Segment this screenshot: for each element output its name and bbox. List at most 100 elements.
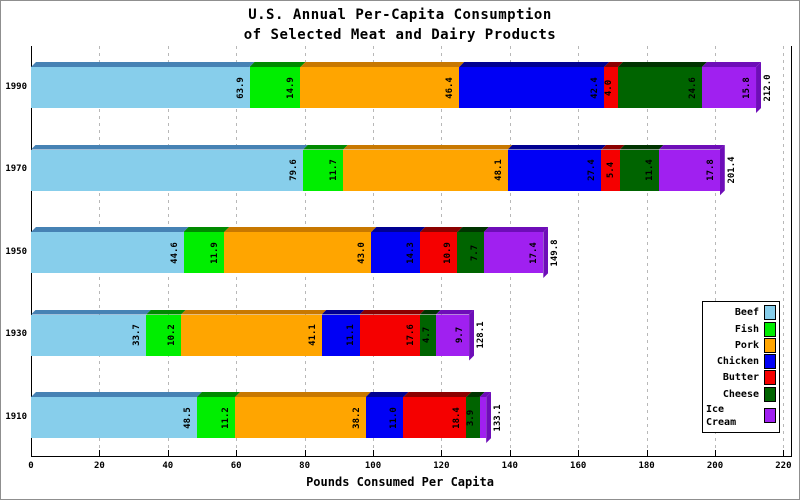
bar-segment-ice-cream bbox=[702, 67, 757, 108]
segment-value-label: 46.4 bbox=[445, 76, 456, 99]
bar-bevel-chicken bbox=[366, 392, 409, 397]
segment-value-label: 63.9 bbox=[235, 76, 246, 99]
bar-bevel-pork bbox=[235, 392, 371, 397]
segment-value-label: 3.9 bbox=[465, 409, 476, 426]
bar-segment-chicken bbox=[371, 232, 421, 273]
segment-value-label: 48.1 bbox=[493, 159, 504, 181]
x-tick-label: 0 bbox=[28, 461, 34, 471]
bar-segment-pork bbox=[224, 232, 372, 273]
segment-value-label: 7.7 bbox=[469, 244, 480, 261]
bar-total-label: 149.8 bbox=[550, 238, 561, 267]
bar-segment-pork bbox=[300, 67, 460, 108]
x-tick bbox=[31, 450, 32, 456]
bar-segment-beef bbox=[31, 314, 147, 356]
x-tick bbox=[441, 450, 443, 456]
legend-item-butter: Butter bbox=[706, 370, 776, 386]
grid-line bbox=[578, 46, 580, 456]
bar-segment-beef bbox=[31, 397, 197, 438]
bar-bevel-butter bbox=[601, 145, 624, 150]
legend-label-cheese: Cheese bbox=[722, 388, 759, 400]
legend-swatch-pork bbox=[764, 337, 776, 353]
x-tick bbox=[304, 450, 306, 456]
segment-value-label: 11.4 bbox=[644, 159, 655, 181]
bar-bevel-chicken bbox=[508, 145, 607, 150]
chart-title-line2: of Selected Meat and Dairy Products bbox=[243, 27, 557, 43]
bar-end-side-face bbox=[756, 62, 761, 113]
legend-swatch-ice-cream bbox=[764, 408, 776, 424]
segment-value-label: 43.0 bbox=[357, 241, 368, 264]
bar-end-side-face bbox=[469, 310, 474, 361]
y-axis-label: 1910 bbox=[5, 411, 27, 422]
segment-value-label: 18.4 bbox=[452, 406, 463, 429]
bar-segment-ice-cream bbox=[483, 232, 544, 273]
grid-line bbox=[646, 46, 648, 456]
bar-end-side-face bbox=[720, 145, 725, 196]
bar-segment-pork bbox=[343, 149, 508, 191]
bar-bevel-fish bbox=[303, 145, 348, 150]
bar-bevel-ice-cream bbox=[702, 62, 761, 67]
legend-label-butter: Butter bbox=[722, 372, 759, 384]
bar-segment-cheese bbox=[419, 314, 436, 356]
segment-value-label: 27.4 bbox=[587, 159, 598, 181]
segment-value-label: 11.9 bbox=[210, 241, 221, 264]
y-axis-label: 1990 bbox=[5, 81, 27, 92]
bar-total-label: 133.1 bbox=[493, 403, 504, 432]
x-tick-label: 140 bbox=[501, 461, 518, 471]
segment-value-label: 33.7 bbox=[132, 324, 143, 346]
segment-value-label: 44.6 bbox=[169, 241, 180, 264]
legend-swatch-chicken bbox=[764, 354, 776, 369]
bar-segment-fish bbox=[249, 67, 301, 108]
bar-bevel-ice-cream bbox=[659, 145, 725, 150]
legend-swatch-cheese bbox=[764, 386, 776, 402]
bar-bevel-fish bbox=[197, 392, 240, 397]
x-tick bbox=[236, 450, 238, 456]
segment-value-label: 42.4 bbox=[590, 76, 601, 99]
bar-bevel-butter bbox=[360, 310, 425, 315]
x-tick bbox=[509, 450, 511, 456]
x-tick bbox=[646, 450, 648, 456]
bar-bevel-pork bbox=[343, 145, 513, 150]
legend-label-chicken: Chicken bbox=[716, 356, 759, 367]
x-axis-line bbox=[31, 456, 792, 457]
bar-bevel-fish bbox=[184, 227, 230, 232]
legend-item-fish: Fish bbox=[706, 321, 776, 337]
bar-bevel-pork bbox=[181, 310, 327, 315]
bar-segment-cheese bbox=[619, 149, 659, 191]
x-tick-label: 120 bbox=[433, 461, 450, 471]
legend-item-beef: Beef bbox=[706, 305, 776, 321]
legend-swatch-butter bbox=[764, 370, 776, 386]
segment-value-label: 4.7 bbox=[421, 326, 432, 344]
bar-bevel-pork bbox=[224, 227, 376, 232]
segment-value-label: 17.8 bbox=[705, 159, 716, 181]
chart-title-line1: U.S. Annual Per-Capita Consumption bbox=[248, 7, 552, 23]
bar-bevel-beef bbox=[31, 145, 308, 150]
x-tick bbox=[99, 450, 101, 456]
bar-bevel-cheese bbox=[620, 145, 664, 150]
segment-value-label: 5.4 bbox=[605, 161, 616, 179]
bar-total-label: 212.0 bbox=[763, 73, 774, 102]
bar-bevel-pork bbox=[300, 62, 464, 67]
segment-value-label: 17.4 bbox=[529, 241, 540, 264]
segment-value-label: 24.6 bbox=[688, 76, 698, 99]
segment-value-label: 11.0 bbox=[389, 406, 400, 429]
segment-value-label: 41.1 bbox=[307, 324, 318, 346]
y-axis-label: 1930 bbox=[5, 329, 27, 339]
x-tick bbox=[715, 450, 716, 456]
bar-bevel-cheese bbox=[618, 62, 707, 67]
segment-value-label: 79.6 bbox=[289, 159, 300, 181]
bar-bevel-cheese bbox=[466, 392, 484, 397]
bar-bevel-chicken bbox=[371, 227, 425, 232]
bar-bevel-fish bbox=[250, 62, 306, 67]
segment-value-label: 48.5 bbox=[182, 406, 193, 429]
bar-bevel-butter bbox=[420, 227, 462, 232]
segment-value-label: 10.2 bbox=[167, 324, 178, 346]
legend-item-pork: Pork bbox=[706, 337, 776, 353]
bar-segment-butter bbox=[601, 149, 620, 191]
bar-segment-cheese bbox=[466, 397, 480, 438]
bar-segment-fish bbox=[146, 314, 182, 356]
segment-value-label: 11.2 bbox=[221, 406, 232, 429]
bar-segment-ice-cream bbox=[658, 149, 720, 191]
x-tick-label: 60 bbox=[230, 461, 242, 471]
bar-segment-chicken bbox=[321, 314, 360, 356]
legend-label-fish: Fish bbox=[734, 323, 759, 335]
